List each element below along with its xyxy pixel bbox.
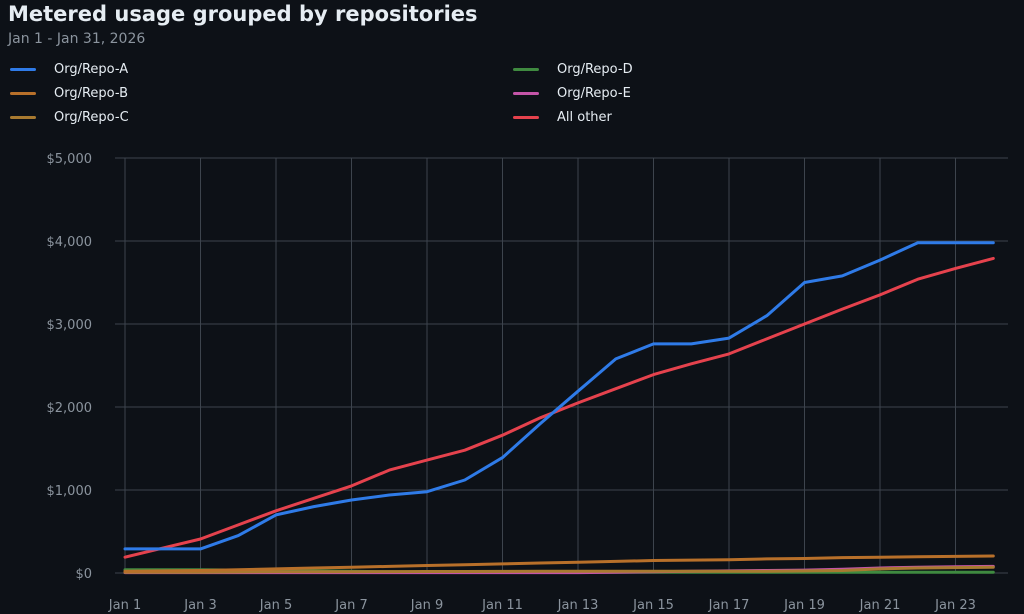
legend-item[interactable]: All other — [513, 110, 612, 125]
x-tick-label: Jan 3 — [183, 598, 216, 613]
x-tick-label: Jan 5 — [259, 598, 292, 613]
legend-label: Org/Repo-D — [557, 62, 633, 77]
legend-item[interactable]: Org/Repo-A — [10, 62, 128, 77]
y-tick-label: $3,000 — [47, 318, 93, 333]
series-line-all-other — [123, 256, 995, 559]
series-line-org-repo-b — [123, 554, 995, 573]
x-tick-label: Jan 13 — [557, 598, 599, 613]
y-tick-label: $0 — [75, 567, 92, 582]
legend-swatch — [513, 116, 539, 119]
legend-item[interactable]: Org/Repo-E — [513, 86, 631, 101]
x-tick-label: Jan 17 — [708, 598, 750, 613]
series-line-org-repo-c — [123, 565, 995, 574]
legend-label: Org/Repo-A — [54, 62, 129, 77]
legend-label: Org/Repo-C — [54, 110, 129, 125]
x-tick-label: Jan 7 — [334, 598, 367, 613]
y-tick-label: $1,000 — [47, 484, 93, 499]
x-tick-label: Jan 11 — [481, 598, 523, 613]
legend-swatch — [513, 68, 539, 71]
chart-subtitle: Jan 1 - Jan 31, 2026 — [8, 31, 146, 47]
y-tick-label: $5,000 — [47, 152, 93, 167]
x-tick-label: Jan 21 — [859, 598, 901, 613]
series-line-org-repo-a — [123, 241, 995, 551]
legend-swatch — [10, 116, 36, 119]
legend-swatch — [10, 92, 36, 95]
legend-item[interactable]: Org/Repo-D — [513, 62, 633, 77]
x-tick-label: Jan 15 — [632, 598, 674, 613]
legend-swatch — [513, 92, 539, 95]
y-tick-label: $4,000 — [47, 235, 93, 250]
legend-label: Org/Repo-B — [54, 86, 129, 101]
legend-item[interactable]: Org/Repo-B — [10, 86, 128, 101]
x-tick-label: Jan 19 — [783, 598, 825, 613]
legend-label: All other — [557, 110, 612, 125]
chart-title: Metered usage grouped by repositories — [8, 2, 478, 26]
legend-item[interactable]: Org/Repo-C — [10, 110, 129, 125]
y-tick-label: $2,000 — [47, 401, 93, 416]
x-tick-label: Jan 9 — [410, 598, 443, 613]
x-tick-label: Jan 1 — [108, 598, 141, 613]
legend-swatch — [10, 68, 36, 71]
legend-label: Org/Repo-E — [557, 86, 631, 101]
x-tick-label: Jan 23 — [934, 598, 976, 613]
